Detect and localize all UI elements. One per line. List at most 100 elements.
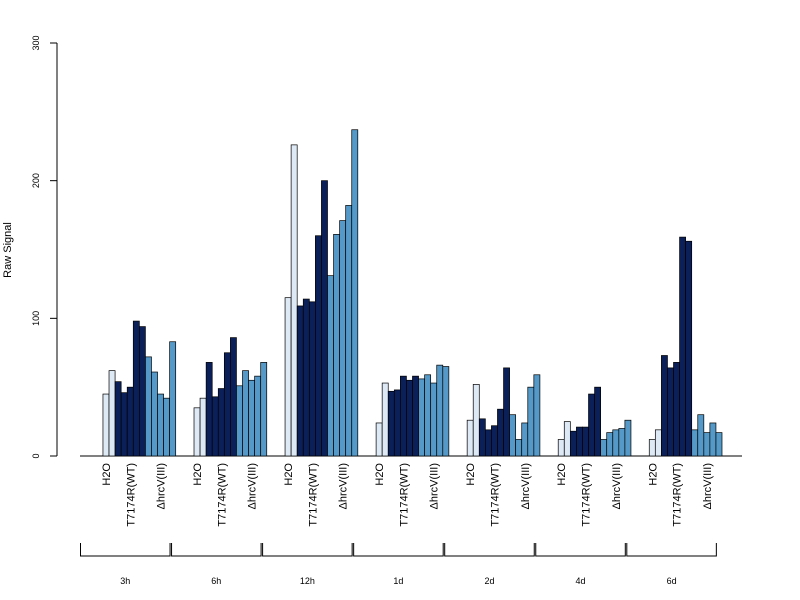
condition-label: ΔhrcV(III)	[611, 463, 623, 509]
bar	[406, 379, 413, 457]
condition-label: T7174R(WT)	[307, 463, 319, 527]
time-label: 3h	[120, 576, 130, 586]
bar	[515, 439, 523, 457]
condition-label: H2O	[556, 463, 568, 486]
condition-label: ΔhrcV(III)	[429, 463, 441, 509]
bar	[503, 367, 510, 457]
y-tick-label: 0	[31, 453, 41, 458]
condition-label: T7174R(WT)	[672, 463, 684, 527]
time-bracket	[444, 543, 535, 557]
bar	[673, 362, 680, 457]
bar	[418, 378, 425, 457]
condition-label: T7174R(WT)	[216, 463, 228, 527]
time-label: 6d	[667, 576, 677, 586]
bar	[102, 393, 110, 457]
bar	[703, 432, 711, 457]
bar	[436, 364, 444, 457]
bar	[157, 393, 164, 457]
time-bracket	[626, 543, 717, 557]
condition-label: ΔhrcV(III)	[247, 463, 259, 509]
time-label: 12h	[300, 576, 315, 586]
condition-label: H2O	[374, 463, 386, 486]
time-bracket	[171, 543, 262, 557]
bar	[588, 393, 595, 457]
time-label: 2d	[484, 576, 494, 586]
bar	[163, 397, 170, 457]
bar	[472, 384, 480, 457]
bar	[333, 234, 340, 457]
condition-label: H2O	[283, 463, 295, 486]
bar	[600, 439, 608, 457]
y-tick-label: 100	[31, 311, 41, 326]
bar	[709, 422, 717, 457]
bar	[248, 379, 255, 457]
time-bracket	[262, 543, 353, 557]
bar	[430, 382, 438, 457]
bar	[327, 275, 334, 457]
bar	[478, 418, 486, 457]
bar	[624, 419, 632, 457]
bar	[242, 370, 249, 457]
condition-label: H2O	[101, 463, 113, 486]
bar	[582, 426, 589, 457]
condition-label: ΔhrcV(III)	[702, 463, 714, 509]
bar	[108, 370, 116, 457]
bar	[308, 301, 316, 457]
bar	[400, 375, 407, 457]
time-bracket	[353, 543, 444, 557]
bar	[120, 392, 128, 457]
bar	[193, 407, 201, 457]
bar	[339, 220, 347, 457]
bar	[491, 425, 498, 457]
bar	[466, 419, 474, 457]
bar	[679, 236, 686, 457]
bar	[169, 341, 177, 457]
bar	[612, 429, 620, 457]
bar	[412, 375, 419, 457]
bar	[715, 432, 723, 457]
condition-label: T7174R(WT)	[489, 463, 501, 527]
bar	[126, 386, 134, 457]
bar	[654, 429, 662, 457]
bar	[296, 305, 304, 457]
bar	[351, 129, 359, 457]
bar	[290, 144, 298, 457]
time-label: 1d	[393, 576, 403, 586]
bar	[254, 375, 262, 457]
bar	[667, 367, 674, 457]
time-label: 6h	[211, 576, 221, 586]
time-label: 4d	[575, 576, 585, 586]
y-tick-label: 300	[31, 35, 41, 50]
bar	[345, 205, 353, 457]
bar	[375, 422, 383, 457]
condition-label: T7174R(WT)	[398, 463, 410, 527]
bar	[527, 386, 535, 457]
condition-label: H2O	[192, 463, 204, 486]
bar	[661, 355, 668, 457]
condition-label: H2O	[465, 463, 477, 486]
bar	[594, 386, 602, 457]
time-bracket	[535, 543, 626, 557]
bar	[217, 388, 225, 457]
bar	[236, 385, 243, 457]
bar	[509, 414, 517, 457]
y-axis-title: Raw Signal	[2, 222, 14, 278]
bar	[685, 240, 693, 457]
bar	[211, 396, 219, 457]
bar	[199, 397, 207, 457]
bar	[114, 381, 122, 457]
bar	[569, 430, 577, 457]
bar	[485, 429, 492, 457]
bar	[223, 352, 231, 457]
bar	[424, 374, 432, 457]
time-bracket	[80, 543, 171, 557]
condition-label: ΔhrcV(III)	[156, 463, 168, 509]
bar	[533, 374, 541, 457]
bar	[138, 326, 146, 457]
bar	[563, 421, 571, 457]
bar	[606, 432, 614, 457]
bar	[205, 362, 213, 457]
bar	[302, 298, 310, 457]
